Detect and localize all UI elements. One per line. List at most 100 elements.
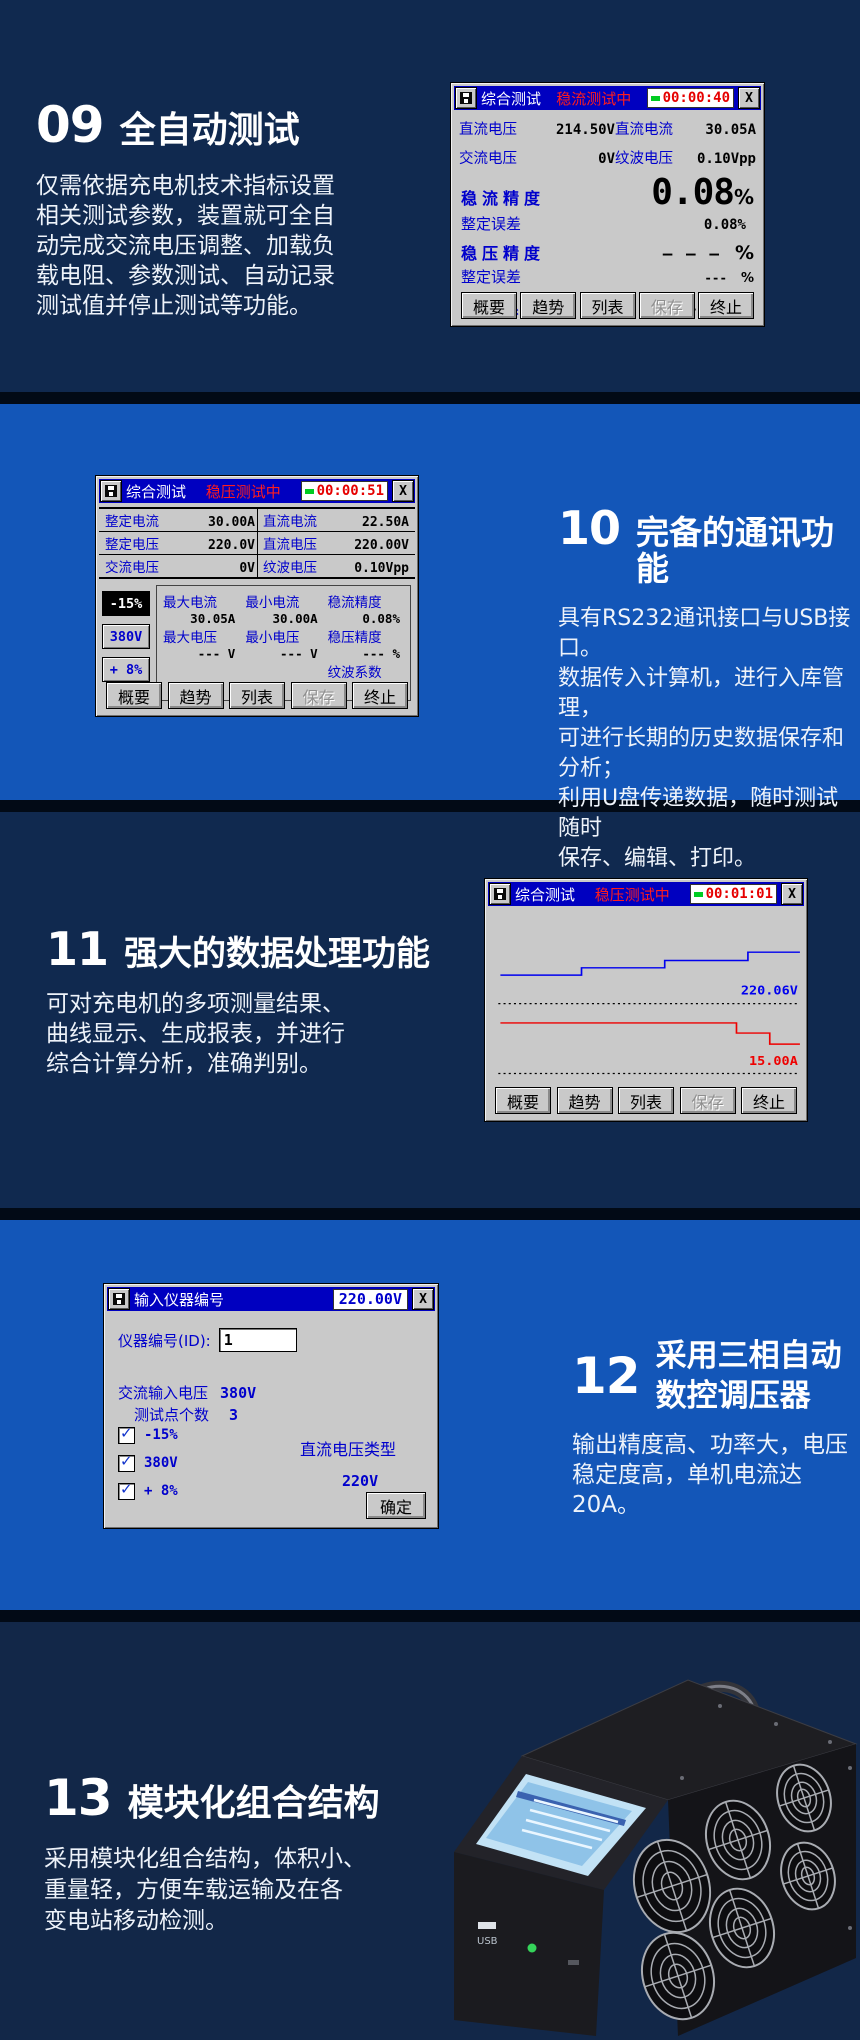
test-status: 稳压测试中	[205, 482, 281, 501]
window-title: 综合测试	[126, 482, 187, 501]
feature-10: 10 完备的通讯功能 具有RS232通讯接口与USB接口。 数据传入计算机，进行…	[558, 505, 860, 874]
close-icon[interactable]: X	[738, 87, 760, 109]
summary-button[interactable]: 概要	[106, 682, 162, 709]
feature-number: 11	[46, 922, 109, 976]
system-menu-icon[interactable]	[108, 1288, 130, 1310]
device-fan	[780, 1841, 836, 1911]
cc-precision-label: 稳流精度	[461, 189, 546, 208]
instrument-id-input[interactable]: 1	[218, 1328, 297, 1352]
running-indicator	[650, 95, 660, 101]
ac-input-label: 交流输入电压	[118, 1384, 209, 1402]
close-icon[interactable]: X	[412, 1288, 434, 1310]
save-button[interactable]: 保存	[638, 292, 695, 319]
system-menu-icon[interactable]	[489, 883, 511, 905]
usb-port[interactable]	[478, 1922, 496, 1929]
system-menu-icon[interactable]	[455, 87, 477, 109]
setting-error2-value: ---	[704, 270, 727, 285]
stop-button[interactable]: 终止	[741, 1087, 797, 1114]
current-trend-label: 15.00A	[749, 1055, 798, 1069]
checkbox-380v[interactable]: 380V	[118, 1452, 178, 1474]
band-separator	[0, 392, 860, 404]
band-separator	[0, 1610, 860, 1622]
test-window-constant-voltage: 综合测试 稳压测试中 00:00:51 X 整定电流 30.00A 直流电流 2…	[95, 475, 419, 717]
device-screen[interactable]	[486, 1782, 632, 1866]
band-separator	[0, 800, 860, 812]
test-window-constant-current: 综合测试 稳流测试中 00:00:40 X 直流电压 214.50V 直流电流 …	[450, 82, 765, 327]
feature-title: 强大的数据处理功能	[124, 934, 431, 974]
settings-table: 整定电流 30.00A 直流电流 22.50A 整定电压 220.0V 直流电压…	[99, 507, 415, 579]
feature-title: 全自动测试	[119, 110, 300, 151]
system-menu-icon[interactable]	[100, 480, 122, 502]
device-photo: USB	[454, 1679, 858, 2036]
test-points-label: 测试点个数	[134, 1406, 210, 1424]
floppy-icon	[105, 485, 117, 497]
checked-checkbox-icon[interactable]	[118, 1480, 135, 1500]
floppy-icon	[460, 92, 472, 104]
feature-12: 12 采用三相自动 数控调压器 输出精度高、功率大，电压 稳定度高，单机电流达2…	[572, 1336, 860, 1520]
checked-checkbox-icon[interactable]	[118, 1424, 135, 1444]
test-point-tabs: -15% 380V + 8%	[102, 591, 150, 690]
floppy-icon	[494, 888, 506, 900]
dc-voltage-label: 直流电压	[459, 122, 517, 138]
feature-number: 09	[36, 96, 105, 154]
feature-number: 10	[558, 501, 621, 555]
feature-title-line2: 数控调压器	[655, 1378, 811, 1414]
window-titlebar[interactable]: 综合测试 稳流测试中 00:00:40 X	[454, 86, 761, 110]
dc-type-value-row: 220V	[342, 1472, 378, 1490]
setting-error2-label: 整定误差	[461, 268, 522, 286]
test-points-value: 3	[229, 1405, 239, 1424]
timer-value: 00:00:51	[316, 483, 384, 499]
window-titlebar[interactable]: 综合测试 稳压测试中 00:01:01 X	[488, 882, 804, 906]
metric-row: 整定误差 ---%	[461, 268, 754, 286]
timer-box: 00:01:01	[689, 884, 777, 904]
save-button[interactable]: 保存	[290, 682, 347, 709]
voltage-trend-line	[500, 951, 800, 976]
feature-09: 09 全自动测试 仅需依据充电机技术指标设置 相关测试参数，装置就可全自 动完成…	[36, 100, 335, 321]
window-titlebar[interactable]: 综合测试 稳压测试中 00:00:51 X	[99, 479, 415, 503]
feature-body: 具有RS232通讯接口与USB接口。 数据传入计算机，进行入库管理， 可进行长期…	[558, 605, 851, 871]
front-switch[interactable]	[568, 1960, 579, 1965]
power-led	[527, 1943, 537, 1953]
ok-button[interactable]: 确定	[366, 1492, 426, 1519]
checkbox-plus-8pct[interactable]: + 8%	[118, 1480, 178, 1502]
cv-precision-value: — — —	[662, 244, 721, 263]
summary-button[interactable]: 概要	[495, 1087, 551, 1114]
list-button[interactable]: 列表	[579, 292, 636, 319]
stop-button[interactable]: 终止	[698, 292, 754, 319]
feature-body: 可对充电机的多项测量结果、 曲线显示、生成报表，并进行 综合计算分析，准确判别。	[46, 991, 345, 1078]
window-buttons: 概要 趋势 列表 保存 终止	[461, 292, 754, 319]
dc-voltage-value: 214.50V	[555, 122, 615, 138]
feature-title-line1: 采用三相自动	[655, 1338, 842, 1374]
stop-button[interactable]: 终止	[352, 682, 408, 709]
feature-title: 完备的通讯功能	[636, 513, 835, 589]
metric-row: 整定误差 0.08%	[451, 213, 764, 234]
trend-button[interactable]: 趋势	[556, 1087, 613, 1114]
tab-380v[interactable]: 380V	[102, 624, 150, 649]
ac-voltage-value: 0V	[598, 151, 615, 167]
dialog-titlebar[interactable]: 输入仪器编号 220.00V X	[107, 1287, 435, 1311]
list-button[interactable]: 列表	[618, 1087, 674, 1114]
metric-row: 稳压精度 — — —%	[461, 242, 754, 264]
device-front-face	[454, 1852, 604, 2036]
usb-label: USB	[477, 1936, 498, 1947]
summary-button[interactable]: 概要	[461, 292, 517, 319]
dc-current-value: 30.05A	[705, 122, 756, 138]
device-fan	[709, 1887, 775, 1969]
device-fan	[705, 1799, 771, 1881]
tab-plus-8pct[interactable]: + 8%	[102, 657, 150, 682]
trend-button[interactable]: 趋势	[520, 292, 577, 319]
test-status: 稳流测试中	[556, 89, 632, 108]
close-icon[interactable]: X	[781, 883, 803, 905]
device-fan	[641, 1931, 715, 2021]
tab-minus-15pct[interactable]: -15%	[102, 591, 150, 616]
list-button[interactable]: 列表	[229, 682, 285, 709]
close-icon[interactable]: X	[392, 480, 414, 502]
trend-button[interactable]: 趋势	[167, 682, 224, 709]
save-button[interactable]: 保存	[679, 1087, 736, 1114]
results-panel: 最大电流 30.05A 最小电流 30.00A 稳流精度 0.08% 最大电压 --- …	[156, 585, 411, 701]
checked-checkbox-icon[interactable]	[118, 1452, 135, 1472]
instrument-id-row: 仪器编号(ID): 1	[118, 1328, 297, 1352]
checkbox-minus-15pct[interactable]: -15%	[118, 1424, 178, 1446]
window-title: 综合测试	[515, 885, 576, 904]
voltage-trend-label: 220.06V	[741, 984, 798, 998]
